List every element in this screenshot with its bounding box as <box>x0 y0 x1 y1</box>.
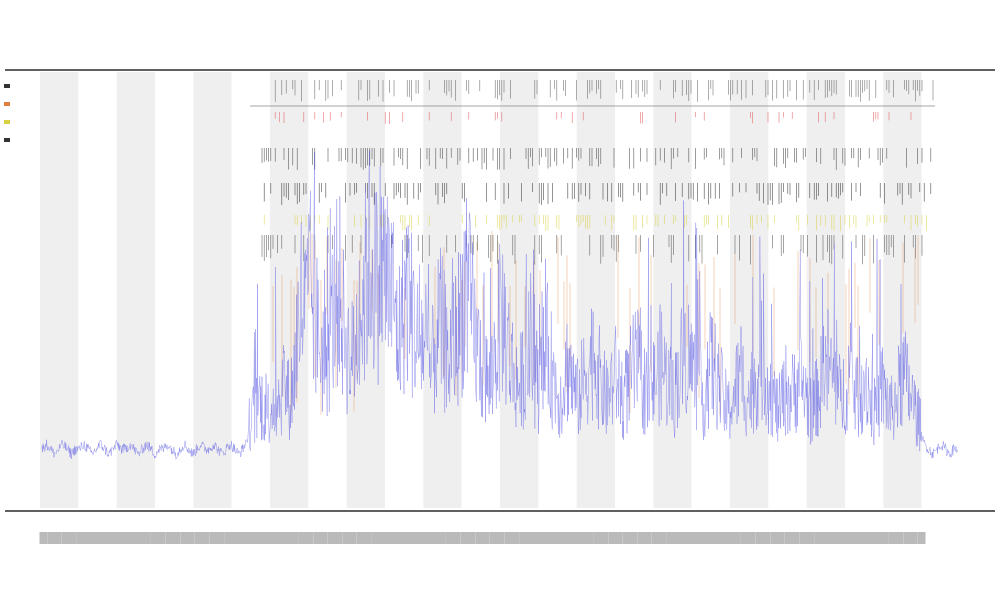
band-4 <box>193 72 232 508</box>
legend-swatch-1 <box>4 102 10 106</box>
legend-swatch-0 <box>4 84 10 88</box>
band-12 <box>500 72 539 508</box>
x-tick-labels <box>39 532 926 544</box>
event-tick-rows <box>261 80 934 416</box>
band-0 <box>40 72 79 508</box>
band-2 <box>116 72 155 508</box>
band-20 <box>806 72 845 508</box>
series-line-path <box>41 150 959 460</box>
band-22 <box>883 72 922 508</box>
band-14 <box>576 72 615 508</box>
band-16 <box>653 72 692 508</box>
legend-swatch-2 <box>4 120 10 124</box>
legend-swatch-3 <box>4 138 10 142</box>
band-18 <box>730 72 769 508</box>
series-line <box>41 150 959 460</box>
legend <box>4 84 10 142</box>
background-bands <box>40 72 922 508</box>
